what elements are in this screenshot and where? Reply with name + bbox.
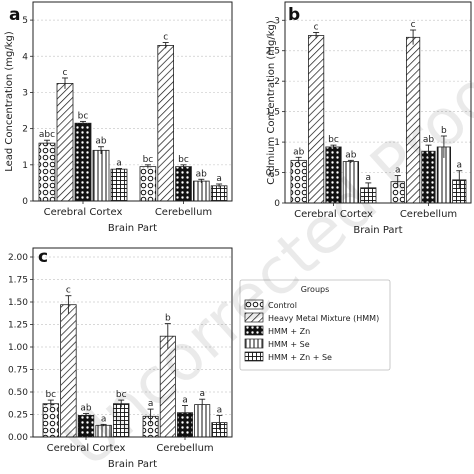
significance-label: bc (116, 390, 127, 400)
y-axis-label: Cadmium Concentration (mg/kg) (266, 20, 277, 185)
y-tick-label: 0.75 (8, 366, 28, 376)
y-axis-label: Lead Concentration (mg/kg) (4, 31, 15, 172)
significance-label: a (182, 396, 188, 406)
y-tick-label: 2.5 (266, 47, 280, 57)
significance-label: ab (80, 404, 92, 414)
significance-label: b (165, 314, 171, 324)
axes-frame (32, 247, 233, 438)
y-tick-label: 1.75 (8, 276, 28, 286)
panel-label: b (288, 5, 300, 25)
legend-swatch (244, 312, 264, 323)
y-tick-label: 0.00 (8, 433, 28, 443)
x-axis-label: Brain Part (108, 459, 157, 470)
significance-label: bc (178, 155, 189, 165)
x-tick-label: Cerebellum (155, 207, 212, 218)
bar-a-0-2 (74, 122, 92, 202)
y-tick-label: 3 (274, 16, 280, 26)
bar-a-0-4 (110, 168, 128, 202)
y-tick-label: 1 (22, 161, 28, 171)
legend: Groups Control Heavy Metal Mixture (HMM) HM… (239, 279, 391, 371)
legend-entry: HMM + Zn (268, 327, 310, 336)
y-tick-label: 1 (274, 138, 280, 148)
legend-entry: HMM + Se (268, 340, 310, 349)
significance-label: bc (78, 111, 89, 121)
significance-label: b (441, 126, 447, 136)
y-tick-label: 0 (22, 197, 28, 207)
significance-label: a (199, 389, 205, 399)
significance-label: c (66, 286, 71, 296)
panel-label: c (38, 247, 48, 267)
bar-a-1-2 (175, 166, 192, 202)
legend-entry: Control (268, 301, 297, 310)
significance-label: a (148, 399, 154, 409)
y-tick-label: 2 (274, 77, 280, 87)
y-tick-label: 1.00 (8, 343, 28, 353)
bar-a-0-1 (56, 83, 74, 202)
x-tick-label: Cerebral Cortex (294, 209, 373, 220)
significance-label: c (163, 33, 168, 43)
significance-label: a (101, 414, 107, 424)
x-tick-label: Cerebellum (400, 209, 457, 220)
legend-box (239, 279, 391, 371)
panel-c: 0.000.250.500.751.001.251.501.752.00bcca… (8, 247, 391, 470)
significance-label: abc (39, 130, 55, 140)
y-tick-label: 1.50 (8, 298, 28, 308)
significance-label: a (216, 174, 222, 184)
y-tick-label: 1.25 (8, 321, 28, 331)
y-tick-label: 0.5 (266, 169, 280, 179)
significance-label: ab (293, 147, 305, 157)
bar-b-0-1 (307, 35, 325, 204)
watermark: Uncorrected Proof (51, 41, 474, 474)
y-tick-label: 0 (274, 199, 280, 209)
significance-label: bc (143, 155, 154, 165)
axes-frame (32, 1, 233, 202)
legend-swatch (244, 325, 264, 336)
legend-swatch (244, 351, 264, 362)
x-axis-label: Brain Part (108, 223, 157, 234)
bar-a-1-3 (192, 180, 210, 202)
significance-label: a (366, 173, 372, 183)
legend-swatch (244, 338, 264, 349)
significance-label: a (217, 405, 223, 415)
significance-label: bc (328, 135, 339, 145)
x-tick-label: Cerebral Cortex (47, 443, 126, 454)
significance-label: ab (345, 150, 357, 160)
bar-a-1-1 (157, 45, 175, 202)
significance-label: c (63, 68, 68, 78)
y-tick-label: 4 (22, 52, 28, 62)
y-tick-label: 5 (22, 16, 28, 26)
y-tick-label: 0.25 (8, 411, 28, 421)
significance-label: a (116, 158, 122, 168)
legend-title: Groups (301, 285, 330, 294)
x-axis-label: Brain Part (353, 225, 402, 236)
axes-frame (284, 1, 472, 204)
panel-label: a (9, 5, 20, 25)
x-tick-label: Cerebellum (156, 443, 213, 454)
y-tick-label: 2 (22, 125, 28, 135)
significance-label: a (395, 166, 401, 176)
significance-label: ab (95, 137, 107, 147)
significance-label: bc (45, 390, 56, 400)
legend-swatch (244, 299, 264, 310)
x-tick-label: Cerebral Cortex (44, 207, 123, 218)
bar-a-1-0 (139, 166, 157, 202)
significance-label: ab (423, 135, 435, 145)
bar-a-0-0 (38, 142, 56, 202)
legend-entry: HMM + Zn + Se (268, 353, 332, 362)
legend-entry: Heavy Metal Mixture (HMM) (268, 314, 379, 323)
y-tick-label: 1.5 (266, 108, 280, 118)
bar-a-1-4 (210, 185, 228, 202)
bar-b-0-0 (290, 159, 307, 204)
significance-label: ab (196, 169, 208, 179)
bar-a-0-3 (92, 149, 110, 202)
significance-label: a (457, 161, 463, 171)
significance-label: c (314, 22, 319, 32)
y-tick-label: 0.50 (8, 388, 28, 398)
y-tick-label: 3 (22, 88, 28, 98)
y-tick-label: 2.00 (8, 253, 28, 263)
significance-label: c (411, 20, 416, 30)
